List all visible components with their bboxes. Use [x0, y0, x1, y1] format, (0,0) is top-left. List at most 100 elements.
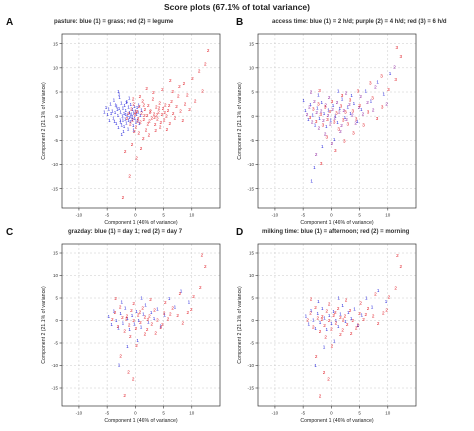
data-point-blue: 1 [119, 311, 122, 316]
data-point-red: 3 [369, 81, 372, 86]
data-point-blue: 1 [113, 308, 116, 313]
x-tick-label: 10 [189, 213, 195, 218]
data-point-blue: 1 [135, 112, 138, 117]
data-point-red: 3 [312, 107, 315, 112]
data-point-red: 3 [362, 123, 365, 128]
x-tick-label: 5 [358, 213, 361, 218]
data-point-red: 2 [123, 393, 126, 398]
data-point-blue: 1 [103, 110, 106, 115]
data-point-blue: 1 [318, 116, 321, 121]
data-point-red: 2 [150, 321, 153, 326]
data-point-red: 2 [167, 108, 170, 113]
data-point-red: 2 [134, 112, 137, 117]
x-tick-label: 0 [134, 411, 137, 416]
data-point-red: 2 [152, 96, 155, 101]
data-point-blue: 1 [337, 324, 340, 329]
x-tick-label: -10 [272, 411, 279, 416]
data-point-blue: 1 [353, 101, 356, 106]
data-point-blue: 1 [357, 323, 360, 328]
data-point-blue: 1 [136, 338, 139, 343]
data-point-red: 2 [150, 115, 153, 120]
data-point-red: 2 [321, 314, 324, 319]
data-point-red: 2 [139, 94, 142, 99]
data-point-red: 2 [358, 311, 361, 316]
x-tick-label: -10 [76, 213, 83, 218]
data-point-red: 2 [135, 326, 138, 331]
data-point-red: 2 [146, 317, 149, 322]
y-tick-label: 10 [249, 65, 255, 70]
data-point-blue: 1 [127, 105, 130, 110]
data-point-purple: 2 [362, 111, 365, 116]
data-point-red: 2 [114, 296, 117, 301]
data-point-red: 2 [201, 253, 204, 258]
data-point-blue: 1 [140, 108, 143, 113]
data-point-blue: 1 [127, 118, 130, 123]
data-point-red: 2 [132, 376, 135, 381]
data-point-red: 2 [127, 370, 130, 375]
y-tick-label: 15 [249, 41, 255, 46]
data-point-blue: 1 [334, 113, 337, 118]
data-point-red: 2 [190, 307, 193, 312]
data-point-blue: 1 [320, 100, 323, 105]
data-point-red: 3 [317, 101, 320, 106]
data-point-blue: 1 [130, 102, 133, 107]
data-point-blue: 1 [361, 312, 364, 317]
data-point-red: 2 [132, 301, 135, 306]
data-point-blue: 1 [121, 123, 124, 128]
data-point-blue: 1 [383, 92, 386, 97]
data-point-blue: 1 [314, 326, 317, 331]
data-point-blue: 1 [302, 98, 305, 103]
panel-c-letter: C [6, 227, 14, 238]
y-tick-label: -10 [247, 363, 254, 368]
data-point-blue: 1 [314, 363, 317, 368]
data-point-red: 2 [339, 332, 342, 337]
data-point-red: 3 [376, 116, 379, 121]
data-point-red: 2 [163, 110, 166, 115]
data-point-red: 2 [131, 118, 134, 123]
data-point-red: 2 [146, 327, 149, 332]
x-tick-label: 5 [162, 213, 165, 218]
data-point-blue: 1 [130, 111, 133, 116]
data-point-blue: 1 [344, 115, 347, 120]
data-point-red: 2 [184, 101, 187, 106]
data-point-blue: 1 [341, 96, 344, 101]
data-point-blue: 1 [147, 320, 150, 325]
data-point-blue: 1 [377, 288, 380, 293]
data-point-red: 2 [126, 314, 129, 319]
data-point-red: 2 [155, 105, 158, 110]
data-point-red: 2 [326, 308, 329, 313]
data-point-purple: 2 [311, 120, 314, 125]
data-point-red: 2 [188, 107, 191, 112]
data-point-blue: 1 [333, 338, 336, 343]
x-tick-label: 0 [330, 411, 333, 416]
data-point-red: 2 [364, 312, 367, 317]
data-point-red: 2 [145, 127, 148, 132]
y-tick-label: -15 [51, 186, 58, 191]
data-point-red: 2 [342, 317, 345, 322]
data-point-blue: 1 [117, 125, 120, 130]
data-point-red: 2 [139, 120, 142, 125]
data-point-red: 2 [319, 329, 322, 334]
data-point-red: 2 [154, 330, 157, 335]
data-point-red: 2 [159, 120, 162, 125]
data-point-red: 2 [199, 285, 202, 290]
data-point-blue: 1 [119, 118, 122, 123]
data-point-red: 2 [148, 119, 151, 124]
data-point-blue: 1 [110, 111, 113, 116]
data-point-red: 2 [123, 329, 126, 334]
data-point-blue: 1 [124, 306, 127, 311]
data-point-purple: 2 [306, 112, 309, 117]
data-point-red: 2 [176, 313, 179, 318]
data-point-red: 2 [147, 103, 150, 108]
y-tick-label: 0 [55, 114, 58, 119]
data-point-blue: 1 [138, 121, 141, 126]
x-tick-label: -5 [105, 411, 109, 416]
data-point-red: 2 [135, 155, 138, 160]
data-point-blue: 1 [111, 109, 114, 114]
data-point-red: 2 [169, 78, 172, 83]
data-point-red: 2 [345, 298, 348, 303]
data-point-blue: 1 [139, 113, 142, 118]
data-point-blue: 1 [124, 116, 127, 121]
data-point-blue: 1 [112, 115, 115, 120]
